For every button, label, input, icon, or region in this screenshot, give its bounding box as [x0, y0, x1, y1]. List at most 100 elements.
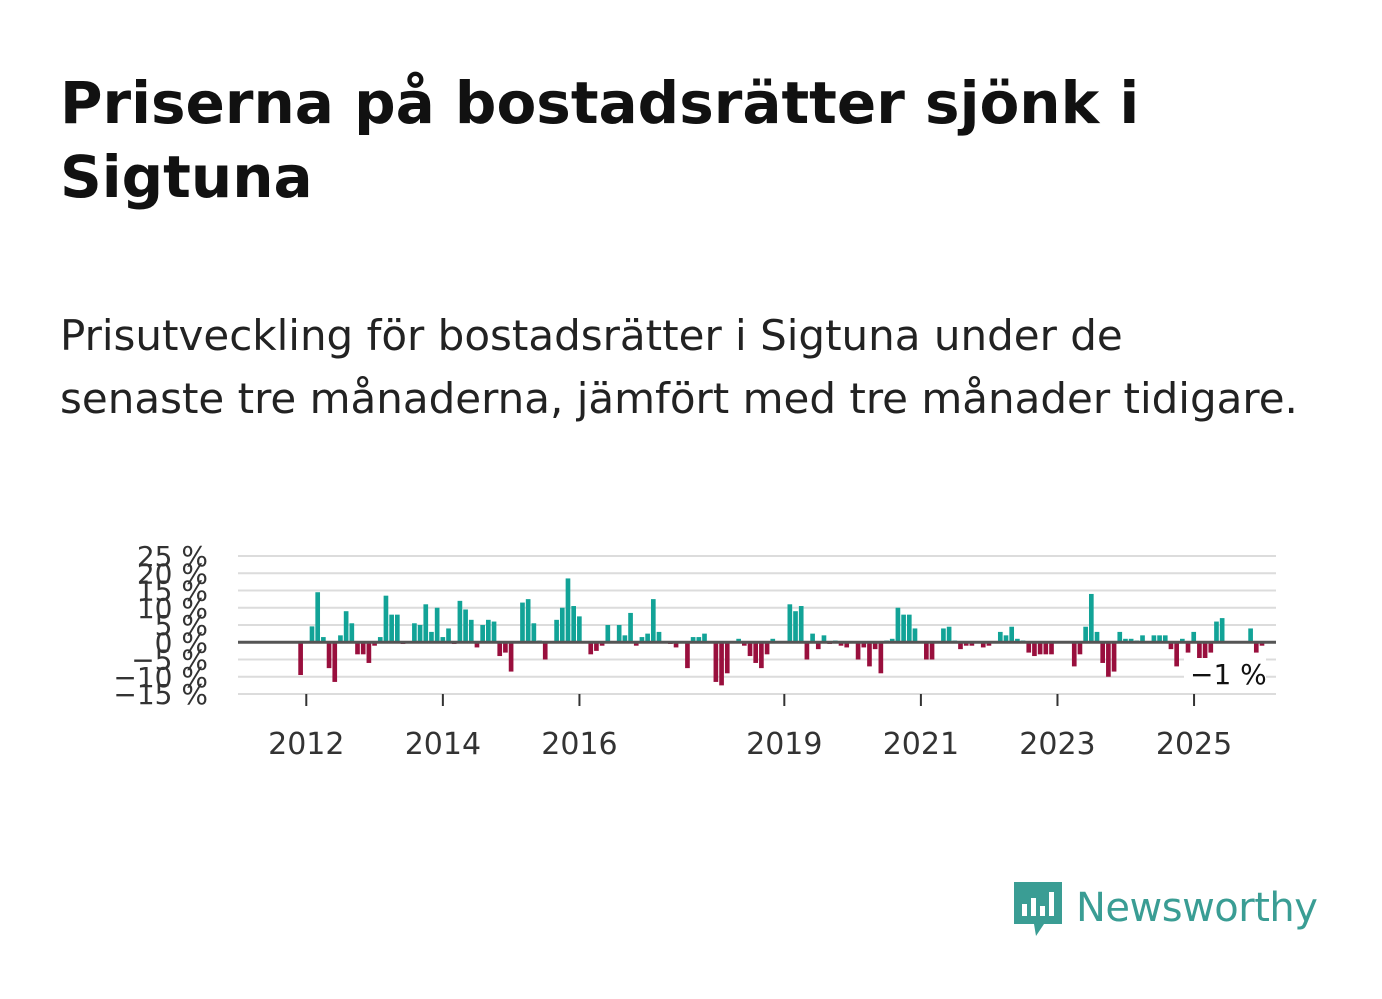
bar — [565, 578, 571, 643]
bar — [719, 642, 724, 686]
bar — [1003, 635, 1009, 643]
bar — [377, 637, 383, 643]
bar — [423, 604, 429, 643]
bar — [1174, 642, 1179, 667]
bar — [622, 635, 628, 643]
chart-subtitle: Prisutveckling för bostadsrätter i Sigtu… — [60, 311, 1298, 423]
bar — [798, 606, 804, 643]
bar — [1106, 642, 1111, 677]
y-tick-label: 10 % — [137, 592, 208, 625]
bar — [924, 642, 929, 660]
bar — [463, 609, 468, 643]
bar — [434, 607, 440, 643]
bar — [531, 623, 537, 643]
bar — [542, 642, 548, 660]
bar — [383, 595, 389, 643]
bar — [520, 602, 525, 643]
bar — [656, 631, 662, 643]
x-axis: 2012 2014 2016 2019 2021 2023 2025 — [268, 694, 1232, 762]
bar — [1117, 631, 1123, 643]
bar — [969, 642, 975, 646]
x-tick-label: 2019 — [746, 727, 822, 762]
bar — [747, 642, 753, 657]
bar — [332, 642, 338, 682]
bar — [1015, 638, 1020, 643]
bar — [315, 592, 321, 643]
bar — [508, 642, 514, 672]
newsworthy-logo-icon — [1014, 882, 1062, 936]
bar — [1180, 638, 1185, 643]
bar — [759, 642, 764, 669]
bar — [912, 628, 918, 643]
bar — [1253, 642, 1259, 653]
bar — [343, 611, 349, 643]
bar — [895, 607, 901, 643]
bar — [338, 635, 343, 643]
bar — [713, 642, 719, 682]
bar — [480, 625, 485, 643]
y-axis-labels: 25 %20 %15 %10 %5 %0 %−5 %−10 %−15 % — [113, 540, 208, 711]
x-tick-label: 2012 — [268, 727, 344, 762]
bar — [1100, 642, 1106, 663]
x-tick-label: 2016 — [541, 727, 617, 762]
bar — [633, 642, 639, 646]
bar — [1043, 642, 1049, 655]
bar — [1032, 642, 1037, 657]
x-tick-label: 2021 — [883, 727, 959, 762]
bar — [1248, 628, 1253, 643]
bar — [1185, 642, 1191, 653]
bar — [810, 633, 815, 643]
bar — [1168, 642, 1174, 650]
bar — [440, 637, 446, 643]
bar — [872, 642, 878, 650]
bar — [412, 623, 417, 643]
bar — [429, 631, 434, 643]
bar — [1094, 631, 1100, 643]
last-value-label-background — [1184, 658, 1266, 692]
bar — [1071, 642, 1077, 667]
bar — [588, 642, 594, 655]
bar — [1214, 621, 1219, 643]
bar — [1088, 593, 1094, 643]
bar — [741, 642, 747, 646]
y-tick-label: −5 % — [131, 644, 208, 677]
brand-name: Newsworthy — [1076, 885, 1318, 931]
bar — [349, 623, 355, 643]
bar — [838, 642, 844, 646]
bar — [878, 642, 884, 674]
bar — [1202, 642, 1208, 670]
bar — [309, 626, 315, 643]
bar — [1191, 631, 1197, 643]
bar — [1162, 635, 1168, 643]
bar — [1077, 642, 1083, 655]
bar — [389, 614, 394, 643]
bar — [997, 631, 1003, 643]
x-tick-label: 2023 — [1019, 727, 1095, 762]
bar — [690, 637, 696, 643]
bar — [503, 642, 508, 653]
bar — [594, 642, 599, 651]
bar — [1123, 638, 1128, 643]
bar — [497, 642, 503, 657]
bar — [980, 642, 986, 648]
bar — [867, 642, 872, 667]
bar — [787, 604, 793, 643]
bar — [702, 633, 707, 643]
y-tick-label: −15 % — [113, 678, 208, 711]
bar — [906, 614, 912, 643]
last-value-label: −1 % — [1190, 658, 1267, 691]
bar — [724, 642, 730, 674]
bar — [474, 642, 480, 648]
bar — [366, 642, 372, 663]
bar — [963, 642, 969, 646]
bar — [559, 607, 565, 643]
bars — [298, 578, 1265, 686]
x-tick-label: 2014 — [405, 727, 481, 762]
bar — [855, 642, 861, 660]
newsworthy-logo: Newsworthy — [1010, 878, 1318, 938]
bar — [946, 626, 952, 643]
bar — [321, 637, 326, 643]
bar — [326, 642, 332, 669]
bar — [941, 628, 946, 643]
bar — [417, 625, 423, 643]
